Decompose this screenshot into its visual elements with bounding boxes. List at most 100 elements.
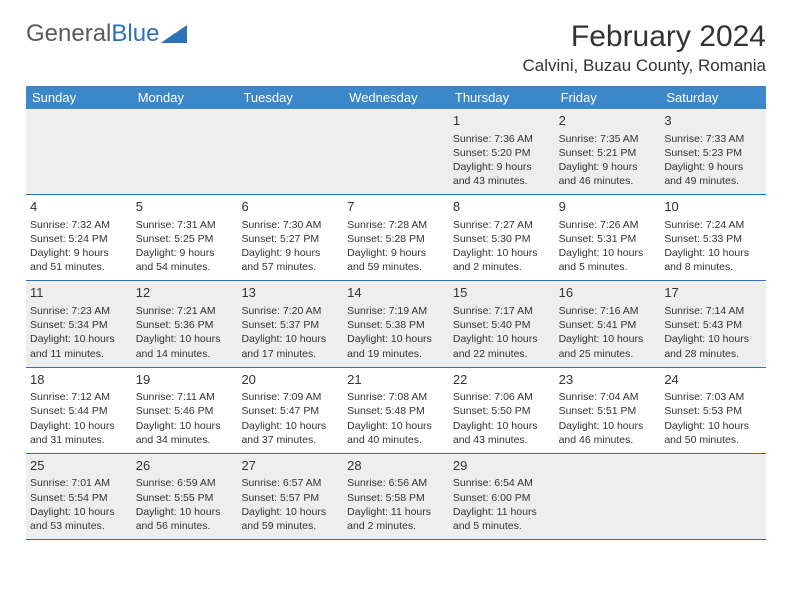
sunset-line: Sunset: 5:53 PM: [664, 404, 762, 418]
day-number: 11: [30, 284, 128, 302]
sunrise-line: Sunrise: 7:31 AM: [136, 218, 234, 232]
day-cell: 13Sunrise: 7:20 AMSunset: 5:37 PMDayligh…: [237, 281, 343, 366]
weekday-wednesday: Wednesday: [343, 86, 449, 109]
day-cell: 27Sunrise: 6:57 AMSunset: 5:57 PMDayligh…: [237, 454, 343, 539]
day-cell: 24Sunrise: 7:03 AMSunset: 5:53 PMDayligh…: [660, 368, 766, 453]
daylight-line: Daylight: 10 hours and 11 minutes.: [30, 332, 128, 360]
daylight-line: Daylight: 10 hours and 53 minutes.: [30, 505, 128, 533]
day-cell: 23Sunrise: 7:04 AMSunset: 5:51 PMDayligh…: [555, 368, 661, 453]
title-block: February 2024 Calvini, Buzau County, Rom…: [523, 20, 766, 76]
daylight-line: Daylight: 10 hours and 19 minutes.: [347, 332, 445, 360]
weekday-sunday: Sunday: [26, 86, 132, 109]
week-row: 25Sunrise: 7:01 AMSunset: 5:54 PMDayligh…: [26, 454, 766, 540]
daylight-line: Daylight: 9 hours and 59 minutes.: [347, 246, 445, 274]
day-cell: 8Sunrise: 7:27 AMSunset: 5:30 PMDaylight…: [449, 195, 555, 280]
sunrise-line: Sunrise: 7:20 AM: [241, 304, 339, 318]
sunset-line: Sunset: 5:51 PM: [559, 404, 657, 418]
day-cell: 14Sunrise: 7:19 AMSunset: 5:38 PMDayligh…: [343, 281, 449, 366]
day-cell: [237, 109, 343, 194]
day-cell: 12Sunrise: 7:21 AMSunset: 5:36 PMDayligh…: [132, 281, 238, 366]
day-number: 23: [559, 371, 657, 389]
weekday-thursday: Thursday: [449, 86, 555, 109]
day-cell: [26, 109, 132, 194]
day-cell: 15Sunrise: 7:17 AMSunset: 5:40 PMDayligh…: [449, 281, 555, 366]
day-cell: 26Sunrise: 6:59 AMSunset: 5:55 PMDayligh…: [132, 454, 238, 539]
week-row: 11Sunrise: 7:23 AMSunset: 5:34 PMDayligh…: [26, 281, 766, 367]
day-number: 18: [30, 371, 128, 389]
sunrise-line: Sunrise: 7:33 AM: [664, 132, 762, 146]
day-number: 17: [664, 284, 762, 302]
sunrise-line: Sunrise: 7:14 AM: [664, 304, 762, 318]
daylight-line: Daylight: 10 hours and 8 minutes.: [664, 246, 762, 274]
sunrise-line: Sunrise: 7:08 AM: [347, 390, 445, 404]
sunset-line: Sunset: 5:48 PM: [347, 404, 445, 418]
sunrise-line: Sunrise: 7:27 AM: [453, 218, 551, 232]
calendar: SundayMondayTuesdayWednesdayThursdayFrid…: [26, 86, 766, 540]
sunset-line: Sunset: 5:44 PM: [30, 404, 128, 418]
sunset-line: Sunset: 5:33 PM: [664, 232, 762, 246]
sunrise-line: Sunrise: 7:03 AM: [664, 390, 762, 404]
daylight-line: Daylight: 9 hours and 43 minutes.: [453, 160, 551, 188]
day-number: 7: [347, 198, 445, 216]
sunset-line: Sunset: 5:25 PM: [136, 232, 234, 246]
sunset-line: Sunset: 5:34 PM: [30, 318, 128, 332]
day-cell: 5Sunrise: 7:31 AMSunset: 5:25 PMDaylight…: [132, 195, 238, 280]
sunrise-line: Sunrise: 7:26 AM: [559, 218, 657, 232]
sunrise-line: Sunrise: 7:09 AM: [241, 390, 339, 404]
sunset-line: Sunset: 5:41 PM: [559, 318, 657, 332]
daylight-line: Daylight: 11 hours and 2 minutes.: [347, 505, 445, 533]
logo-triangle-icon: [161, 25, 187, 43]
daylight-line: Daylight: 10 hours and 22 minutes.: [453, 332, 551, 360]
day-number: 4: [30, 198, 128, 216]
day-number: 3: [664, 112, 762, 130]
day-number: 26: [136, 457, 234, 475]
sunset-line: Sunset: 5:43 PM: [664, 318, 762, 332]
sunrise-line: Sunrise: 6:54 AM: [453, 476, 551, 490]
sunrise-line: Sunrise: 7:21 AM: [136, 304, 234, 318]
sunrise-line: Sunrise: 7:19 AM: [347, 304, 445, 318]
sunrise-line: Sunrise: 7:24 AM: [664, 218, 762, 232]
weekday-tuesday: Tuesday: [237, 86, 343, 109]
day-cell: 1Sunrise: 7:36 AMSunset: 5:20 PMDaylight…: [449, 109, 555, 194]
month-title: February 2024: [523, 20, 766, 54]
day-number: 9: [559, 198, 657, 216]
sunset-line: Sunset: 5:40 PM: [453, 318, 551, 332]
weekday-saturday: Saturday: [660, 86, 766, 109]
sunset-line: Sunset: 5:54 PM: [30, 491, 128, 505]
day-cell: 29Sunrise: 6:54 AMSunset: 6:00 PMDayligh…: [449, 454, 555, 539]
day-cell: 28Sunrise: 6:56 AMSunset: 5:58 PMDayligh…: [343, 454, 449, 539]
daylight-line: Daylight: 10 hours and 5 minutes.: [559, 246, 657, 274]
daylight-line: Daylight: 9 hours and 54 minutes.: [136, 246, 234, 274]
day-cell: 16Sunrise: 7:16 AMSunset: 5:41 PMDayligh…: [555, 281, 661, 366]
day-cell: [343, 109, 449, 194]
daylight-line: Daylight: 10 hours and 14 minutes.: [136, 332, 234, 360]
week-row: 1Sunrise: 7:36 AMSunset: 5:20 PMDaylight…: [26, 109, 766, 195]
daylight-line: Daylight: 10 hours and 43 minutes.: [453, 419, 551, 447]
logo-text-gray: General: [26, 20, 111, 48]
daylight-line: Daylight: 10 hours and 50 minutes.: [664, 419, 762, 447]
weekday-header-row: SundayMondayTuesdayWednesdayThursdayFrid…: [26, 86, 766, 109]
sunset-line: Sunset: 5:38 PM: [347, 318, 445, 332]
day-cell: 18Sunrise: 7:12 AMSunset: 5:44 PMDayligh…: [26, 368, 132, 453]
day-number: 25: [30, 457, 128, 475]
week-row: 18Sunrise: 7:12 AMSunset: 5:44 PMDayligh…: [26, 368, 766, 454]
sunset-line: Sunset: 5:57 PM: [241, 491, 339, 505]
sunrise-line: Sunrise: 7:30 AM: [241, 218, 339, 232]
sunset-line: Sunset: 5:31 PM: [559, 232, 657, 246]
weekday-monday: Monday: [132, 86, 238, 109]
day-cell: 9 Sunrise: 7:26 AMSunset: 5:31 PMDaylight…: [555, 195, 661, 280]
day-number: 2: [559, 112, 657, 130]
sunset-line: Sunset: 5:27 PM: [241, 232, 339, 246]
day-number: 22: [453, 371, 551, 389]
week-row: 4Sunrise: 7:32 AMSunset: 5:24 PMDaylight…: [26, 195, 766, 281]
daylight-line: Daylight: 10 hours and 56 minutes.: [136, 505, 234, 533]
weekday-friday: Friday: [555, 86, 661, 109]
sunrise-line: Sunrise: 7:28 AM: [347, 218, 445, 232]
sunset-line: Sunset: 5:28 PM: [347, 232, 445, 246]
day-number: 16: [559, 284, 657, 302]
sunrise-line: Sunrise: 7:11 AM: [136, 390, 234, 404]
sunrise-line: Sunrise: 7:04 AM: [559, 390, 657, 404]
location: Calvini, Buzau County, Romania: [523, 56, 766, 76]
day-cell: 11Sunrise: 7:23 AMSunset: 5:34 PMDayligh…: [26, 281, 132, 366]
day-cell: 22Sunrise: 7:06 AMSunset: 5:50 PMDayligh…: [449, 368, 555, 453]
